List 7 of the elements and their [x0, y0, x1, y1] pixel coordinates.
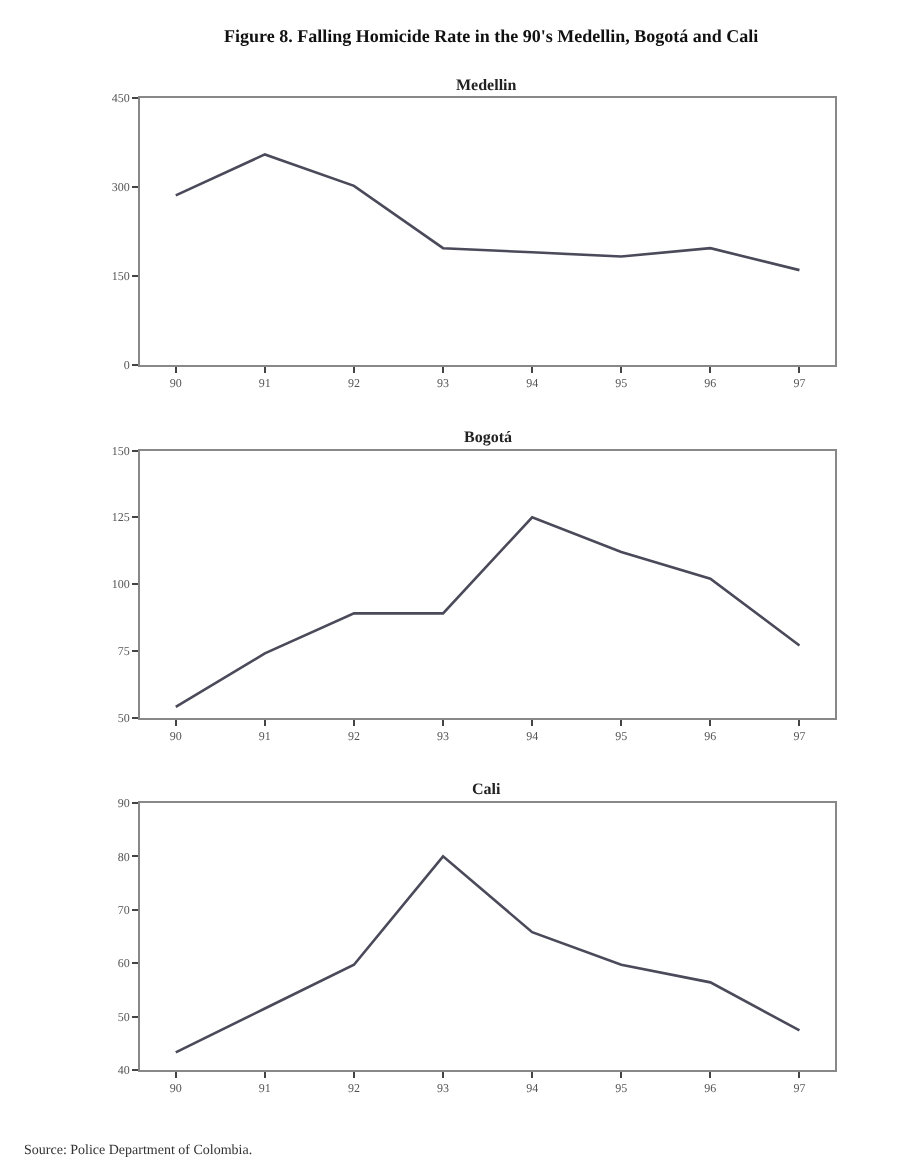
chart-subtitle: Medellin — [456, 76, 518, 94]
line-series — [174, 855, 801, 1054]
line-series — [174, 153, 801, 272]
chart-subtitle: Bogotá — [464, 428, 512, 446]
chart-subtitle: Cali — [472, 780, 502, 798]
line-series — [174, 515, 801, 709]
chart-title: Figure 8. Falling Homicide Rate in the 90's Medellin, Bogotá and Cali — [224, 26, 760, 46]
